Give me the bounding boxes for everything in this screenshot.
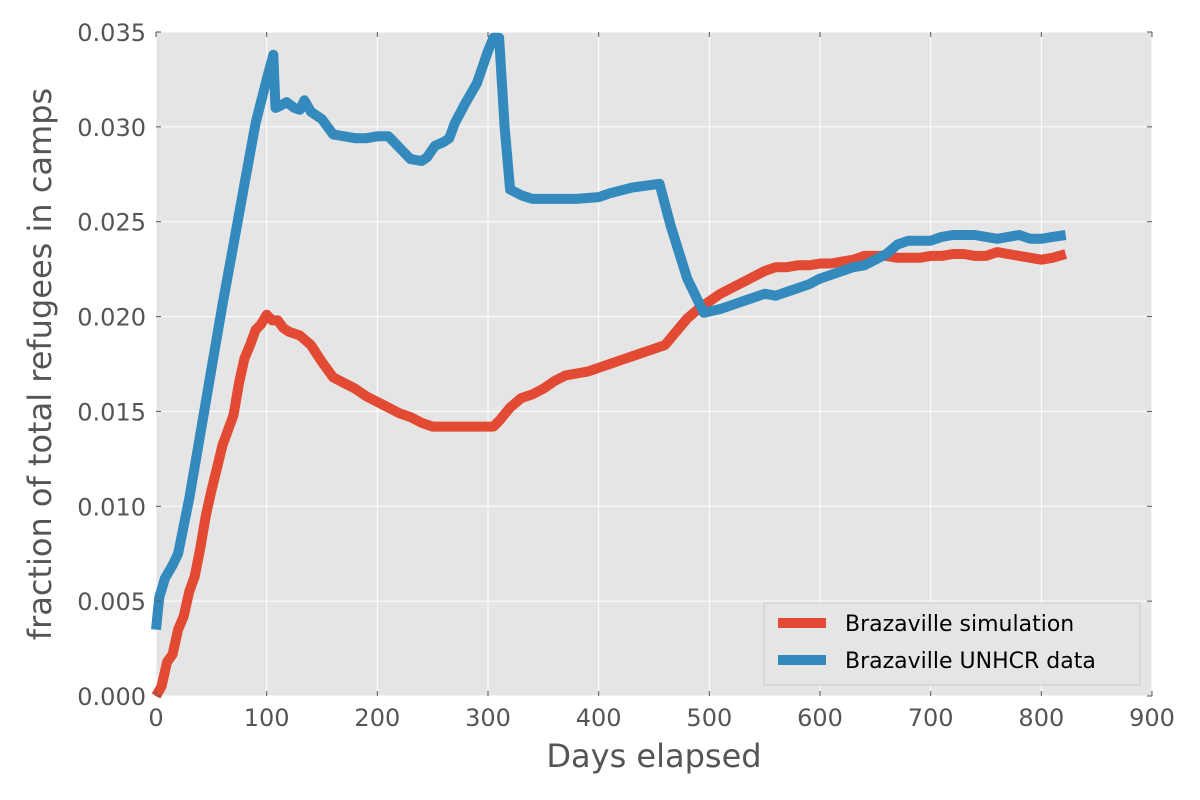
legend-label-unhcr: Brazaville UNHCR data: [845, 649, 1096, 674]
plot-background: [156, 32, 1152, 696]
x-tick-label: 300: [465, 704, 511, 732]
grid-lines: [155, 31, 1153, 697]
x-axis-title: Days elapsed: [546, 737, 761, 775]
series-layer: [151, 32, 1068, 699]
legend: Brazaville simulation Brazaville UNHCR d…: [763, 602, 1141, 686]
axis-ticks: [155, 31, 1153, 697]
y-tick-label: 0.030: [77, 114, 146, 142]
x-tick-label: 200: [354, 704, 400, 732]
x-tick-label: 400: [576, 704, 622, 732]
x-tick-label: 500: [686, 704, 732, 732]
tick-labels: 0 100 200 300 400 500 600 700 800 900 0.000 0.005 0.…: [77, 19, 1175, 732]
y-tick-label: 0.035: [77, 19, 146, 47]
y-tick-label: 0.025: [77, 209, 146, 237]
y-tick-label: 0.020: [77, 304, 146, 332]
y-tick-label: 0.010: [77, 493, 146, 521]
x-tick-label: 600: [797, 704, 843, 732]
x-tick-label: 800: [1018, 704, 1064, 732]
legend-box: [763, 602, 1141, 686]
x-tick-label: 0: [148, 704, 163, 732]
y-tick-label: 0.015: [77, 398, 146, 426]
y-tick-label: 0.000: [77, 683, 146, 711]
y-axis-title: fraction of total refugees in camps: [21, 88, 59, 640]
x-tick-label: 700: [908, 704, 954, 732]
x-tick-label: 100: [244, 704, 290, 732]
x-tick-label: 900: [1129, 704, 1175, 732]
legend-label-simulation: Brazaville simulation: [845, 612, 1074, 637]
series-line-unhcr: [151, 32, 1067, 631]
y-tick-label: 0.005: [77, 588, 146, 616]
